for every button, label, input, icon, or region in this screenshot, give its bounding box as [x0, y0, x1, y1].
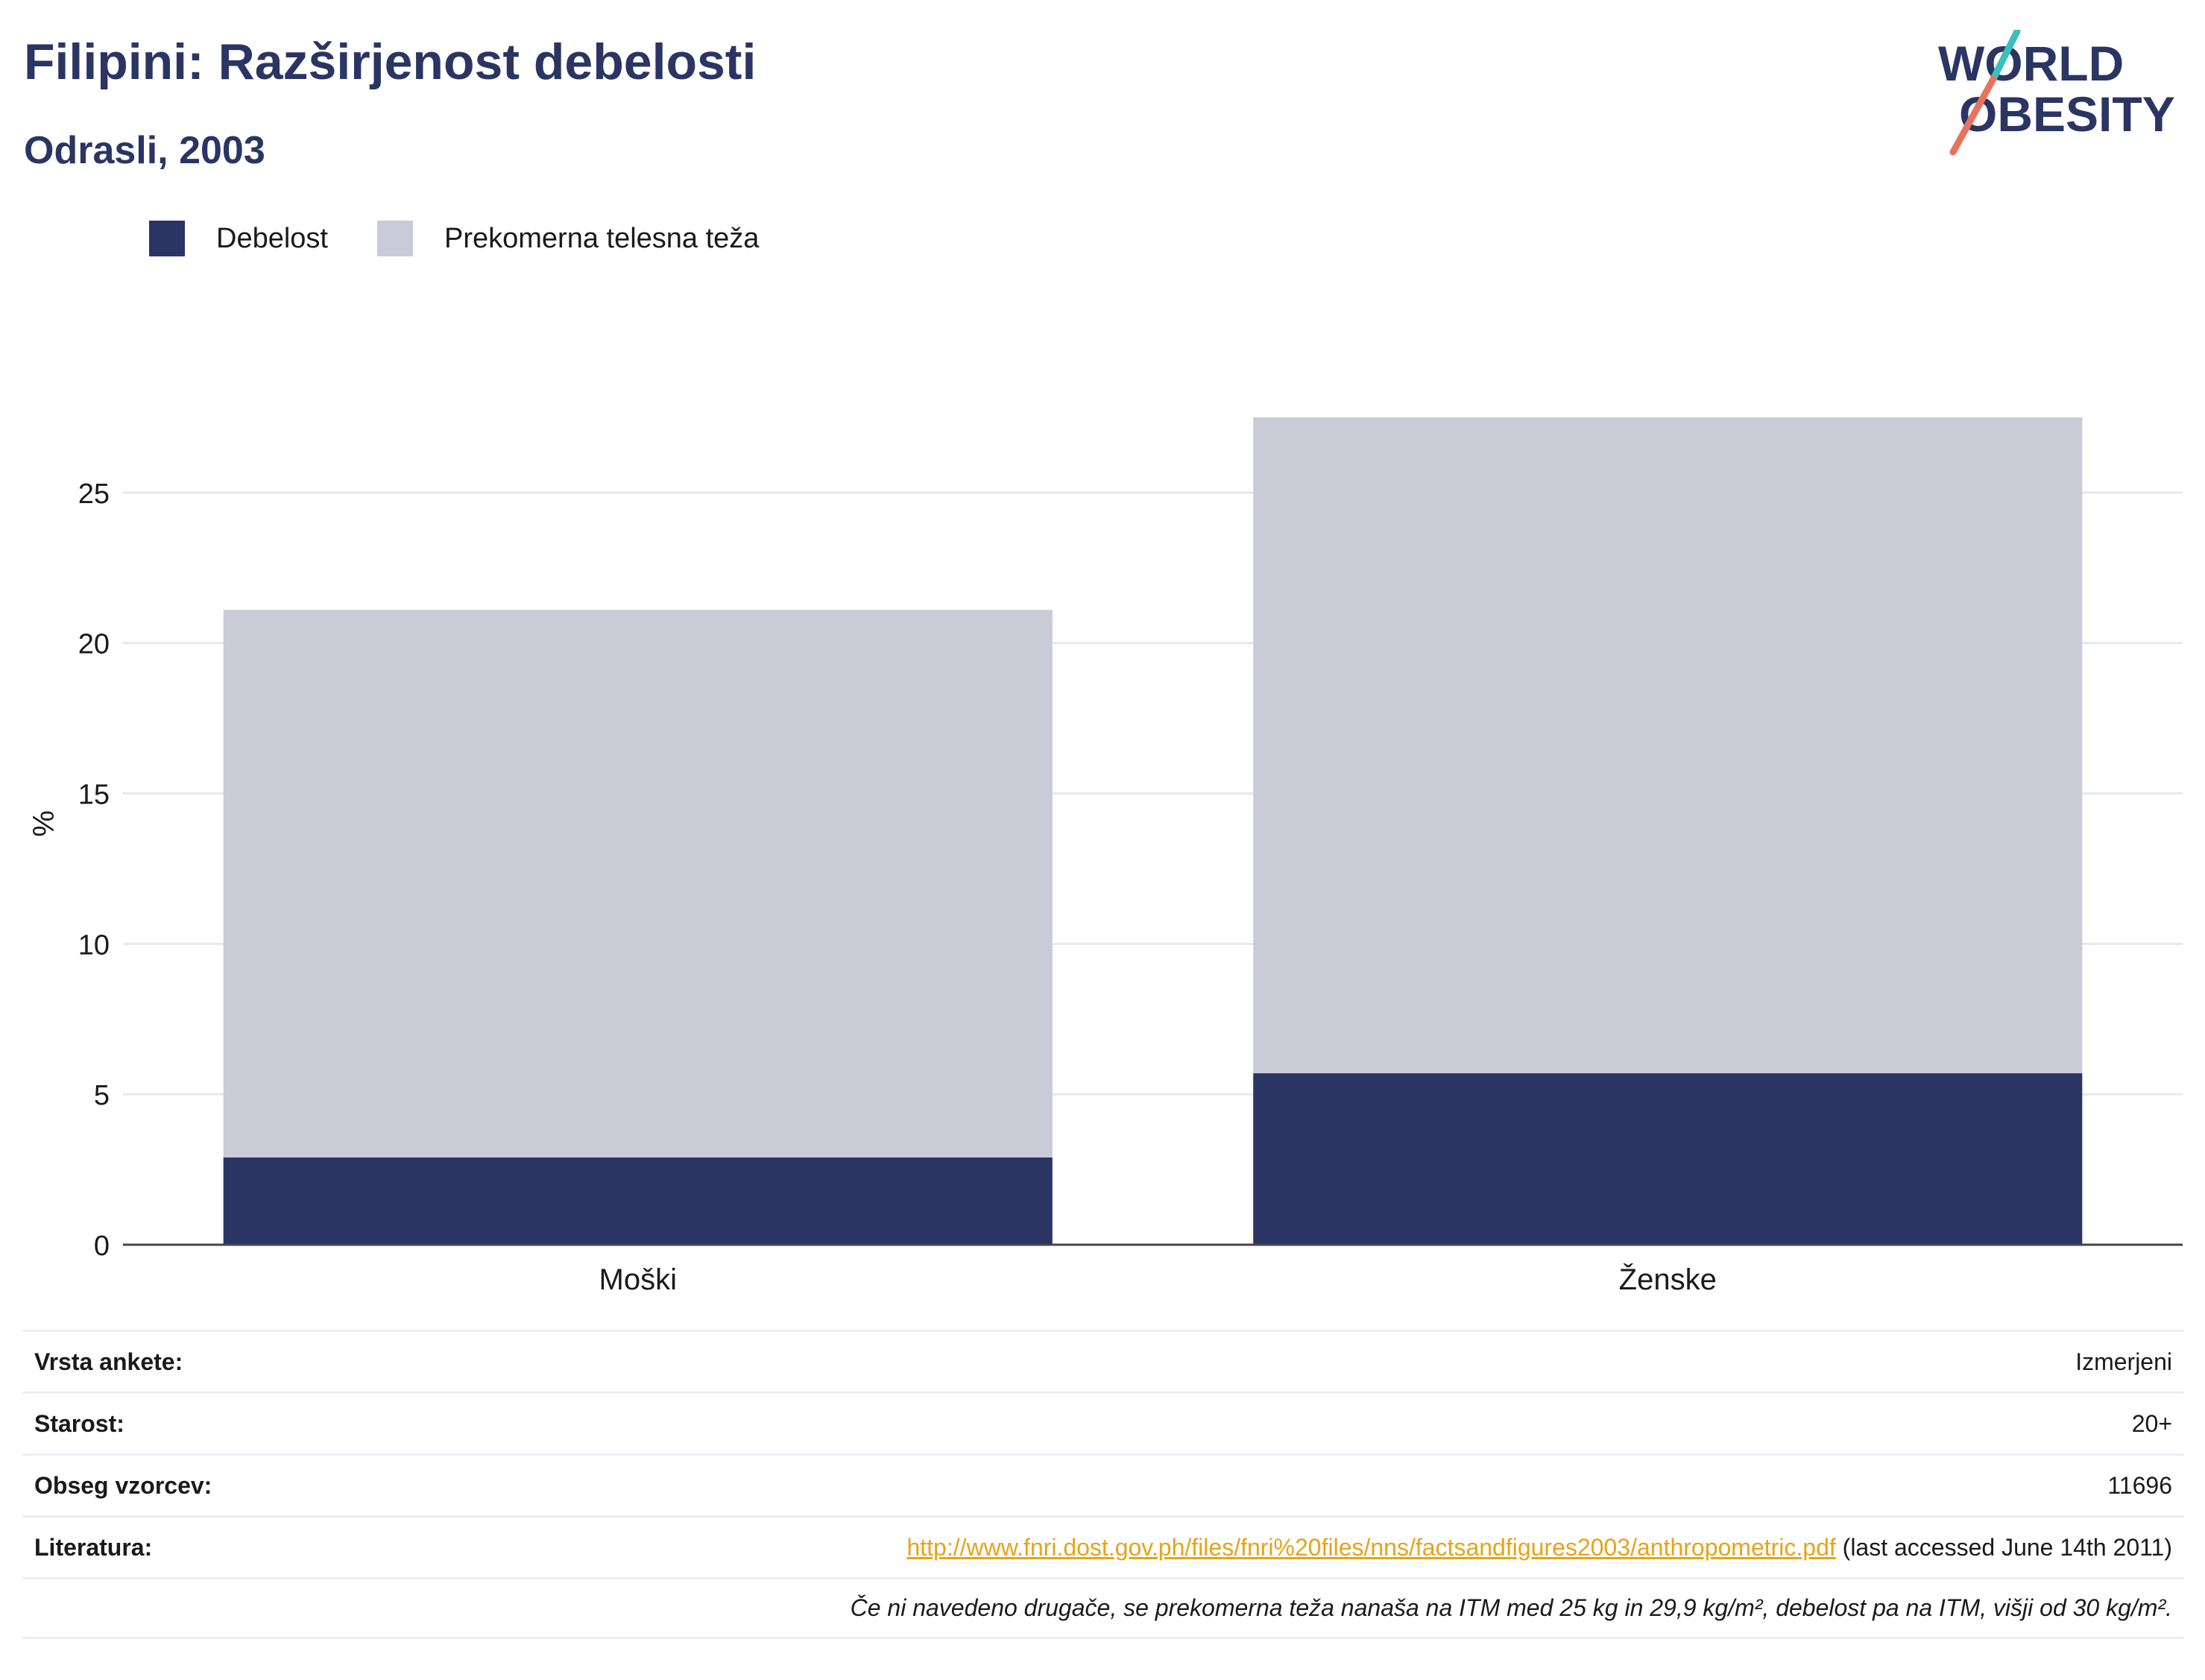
legend-swatch-overweight	[376, 221, 413, 256]
logo-line2: OBESITY	[1959, 86, 2175, 142]
bar-obesity-0	[223, 1157, 1053, 1245]
info-label-survey-type: Vrsta ankete:	[34, 1348, 183, 1375]
legend-swatch-obesity	[149, 221, 185, 256]
y-tick-label: 20	[78, 629, 110, 660]
info-value-survey-type: Izmerjeni	[2075, 1348, 2172, 1375]
info-value-age: 20+	[2131, 1409, 2172, 1437]
definition-note: Če ni navedeno drugače, se prekomerna te…	[850, 1594, 2172, 1621]
info-row-note: Če ni navedeno drugače, se prekomerna te…	[22, 1577, 2184, 1639]
page-subtitle: Odrasli, 2003	[24, 129, 265, 172]
y-axis-label: %	[28, 810, 60, 837]
x-tick-label: Moški	[599, 1263, 677, 1296]
info-row-age: Starost: 20+	[22, 1392, 2184, 1453]
info-table: Vrsta ankete: Izmerjeni Starost: 20+ Obs…	[22, 1330, 2184, 1639]
y-tick-label: 10	[78, 929, 110, 961]
bar-overweight-1	[1253, 417, 2083, 1073]
info-label-references: Literatura:	[34, 1533, 153, 1561]
y-tick-label: 0	[94, 1231, 110, 1262]
info-row-survey-type: Vrsta ankete: Izmerjeni	[22, 1330, 2184, 1392]
info-label-sample-size: Obseg vzorcev:	[34, 1471, 212, 1499]
page-title: Filipini: Razširjenost debelosti	[24, 34, 757, 90]
legend-label-overweight: Prekomerna telesna teža	[444, 222, 760, 254]
bar-overweight-0	[223, 610, 1053, 1158]
reference-suffix: (last accessed June 14th 2011)	[1835, 1533, 2172, 1561]
info-label-age: Starost:	[34, 1409, 124, 1437]
logo-slash-coral	[1949, 75, 1997, 156]
bar-obesity-1	[1253, 1073, 2083, 1245]
info-value-sample-size: 11696	[2107, 1471, 2172, 1499]
legend-label-obesity: Debelost	[216, 222, 328, 254]
world-obesity-logo: WORLD OBESITY	[1938, 30, 2175, 156]
info-value-references: http://www.fnri.dost.gov.ph/files/fnri%2…	[906, 1534, 2172, 1561]
reference-link[interactable]: http://www.fnri.dost.gov.ph/files/fnri%2…	[906, 1533, 1836, 1561]
info-row-sample-size: Obseg vzorcev: 11696	[22, 1453, 2184, 1515]
legend-item-obesity[interactable]: Debelost	[149, 221, 328, 256]
chart-legend: Debelost Prekomerna telesna teža	[149, 221, 808, 256]
y-tick-label: 15	[78, 780, 110, 811]
y-tick-label: 5	[94, 1080, 110, 1111]
bar-chart: 0 5 10 15 20 25% Moški Ženske	[28, 417, 2183, 1296]
legend-item-overweight[interactable]: Prekomerna telesna teža	[376, 221, 760, 256]
logo-line1: WORLD	[1938, 36, 2124, 91]
x-tick-label: Ženske	[1619, 1263, 1717, 1296]
info-row-references: Literatura: http://www.fnri.dost.gov.ph/…	[22, 1515, 2184, 1577]
y-tick-label: 25	[78, 479, 110, 510]
logo-slash-teal	[1990, 30, 2021, 83]
